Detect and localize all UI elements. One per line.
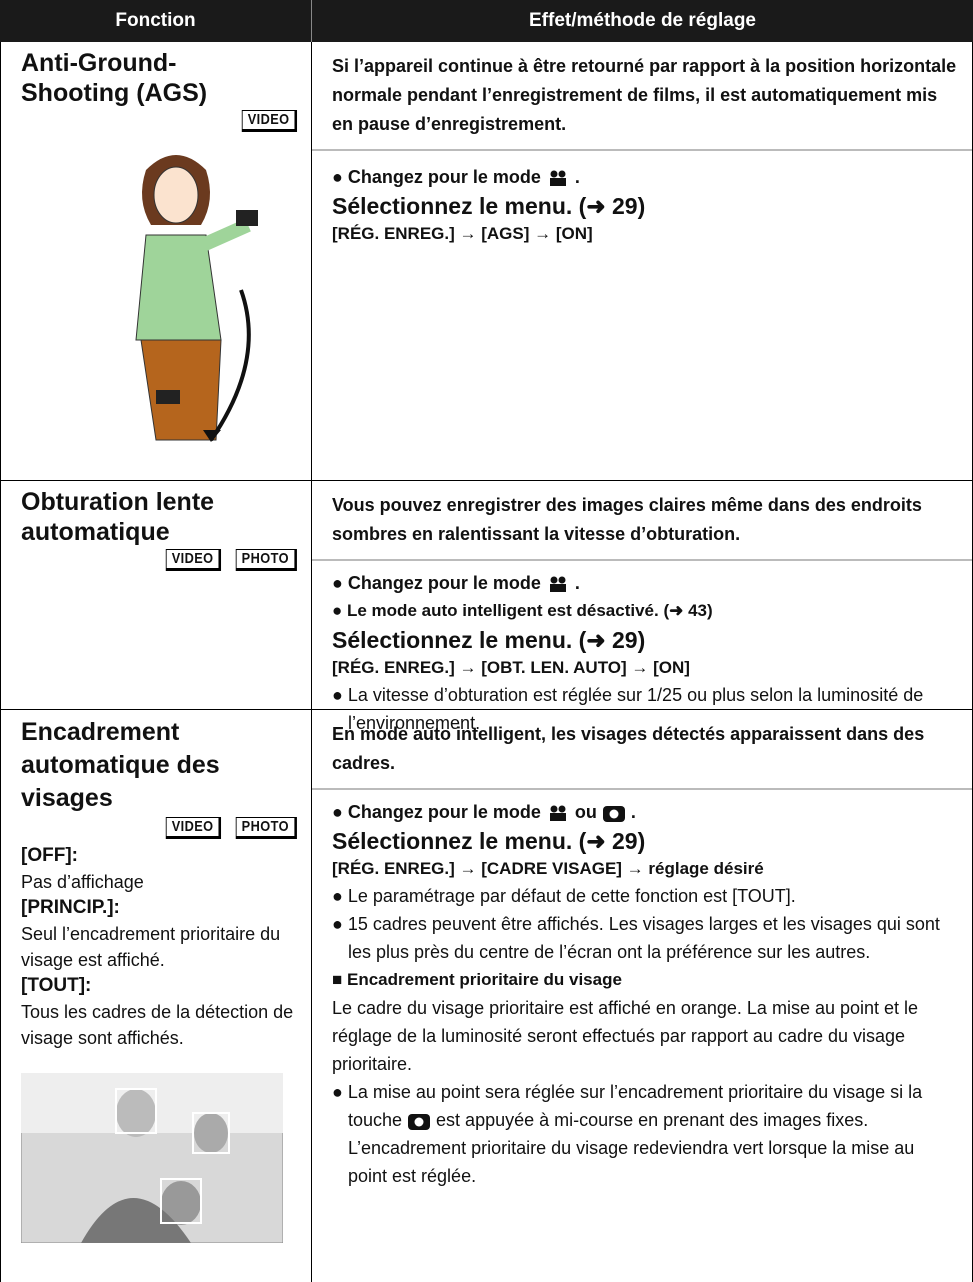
decoration xyxy=(209,289,251,442)
decoration xyxy=(153,166,199,224)
badges: VIDEO xyxy=(21,110,297,132)
decoration xyxy=(200,218,251,252)
note-text: ● La mise au point sera réglée sur l’enc… xyxy=(332,1082,923,1130)
option-key: [TOUT]: xyxy=(21,975,92,996)
option-key: [OFF]: xyxy=(21,845,78,866)
header-cell: Effet/méthode de réglage xyxy=(312,0,973,42)
decoration xyxy=(135,234,222,341)
decoration: ● Changez pour le mode. ● Le mode auto i… xyxy=(312,561,972,737)
decoration xyxy=(609,809,619,819)
mode-text: . xyxy=(574,167,580,187)
effect-cell: En mode auto intelligent, les visages dé… xyxy=(312,710,973,1282)
effect-cell: Vous pouvez enregistrer des images clair… xyxy=(312,481,973,733)
function-title: Anti-Ground-Shooting (AGS) xyxy=(21,49,208,107)
decoration xyxy=(550,805,558,813)
movie-icon xyxy=(549,170,566,187)
function-title: Obturation lente automatique xyxy=(21,488,215,546)
decoration: ● Changez pour le mode ou. xyxy=(332,798,958,826)
header-cell: Fonction xyxy=(0,0,312,42)
decoration xyxy=(549,584,566,593)
decoration xyxy=(203,430,221,442)
menu-heading: Sélectionnez le menu. (➜ 29) xyxy=(332,193,646,219)
decoration xyxy=(558,170,566,178)
note: ● Le paramétrage par défaut de cette fon… xyxy=(332,886,796,906)
subheading: ■ Encadrement prioritaire du visage xyxy=(332,970,622,989)
function-cell: Anti-Ground-Shooting (AGS) VIDEO xyxy=(0,42,312,481)
intro: En mode auto intelligent, les visages dé… xyxy=(312,710,972,790)
photo-icon xyxy=(602,806,625,823)
decoration: ● Changez pour le mode. xyxy=(332,569,958,597)
movie-icon xyxy=(549,805,566,822)
intro: Si l’appareil continue à être retourné p… xyxy=(312,42,972,151)
badges: VIDEO PHOTO xyxy=(21,817,297,839)
decoration xyxy=(550,170,558,178)
decoration xyxy=(192,1112,230,1154)
badge: VIDEO xyxy=(241,110,297,132)
decoration xyxy=(81,1198,191,1243)
badge: VIDEO xyxy=(166,817,222,839)
mode-text: . xyxy=(574,573,580,593)
mode-text: ● Changez pour le mode xyxy=(332,573,541,593)
extra-note: ● Le mode auto intelligent est désactivé… xyxy=(332,601,713,620)
decoration xyxy=(549,813,566,822)
menu-path: [RÉG. ENREG.] → [AGS] → [ON] xyxy=(332,224,593,243)
decoration xyxy=(549,178,566,187)
decoration: ● La mise au point sera réglée sur l’enc… xyxy=(332,1078,958,1190)
decoration xyxy=(161,1181,201,1225)
paragraph: Le cadre du visage prioritaire est affic… xyxy=(332,998,919,1074)
decoration: ● Changez pour le mode. xyxy=(332,163,958,191)
menu-path: [RÉG. ENREG.] → [OBT. LEN. AUTO] → [ON] xyxy=(332,658,690,677)
decoration xyxy=(414,1117,424,1127)
note: ● La vitesse d’obturation est réglée sur… xyxy=(332,685,924,733)
option-desc: Tous les cadres de la détection de visag… xyxy=(21,1002,294,1048)
decoration xyxy=(194,1113,228,1153)
decoration xyxy=(558,576,566,584)
note-text: est appuyée à mi-course en prenant des i… xyxy=(348,1110,915,1186)
movie-icon xyxy=(549,576,566,593)
badge: VIDEO xyxy=(166,549,222,571)
effect-cell: Si l’appareil continue à être retourné p… xyxy=(312,42,973,481)
decoration: ● Changez pour le mode ou. Sélectionnez l… xyxy=(312,790,972,1190)
note: ● 15 cadres peuvent être affichés. Les v… xyxy=(332,914,940,962)
mode-text: ● Changez pour le mode xyxy=(332,167,541,187)
decoration xyxy=(550,576,558,584)
mode-text: . xyxy=(630,802,636,822)
decoration xyxy=(160,1178,202,1224)
badge: PHOTO xyxy=(236,817,297,839)
intro: Vous pouvez enregistrer des images clair… xyxy=(312,481,972,561)
decoration xyxy=(558,805,566,813)
mode-text: ● Changez pour le mode xyxy=(332,802,541,822)
option-desc: Seul l’encadrement prioritaire du visage… xyxy=(21,924,281,970)
decoration xyxy=(140,339,222,441)
option-desc: Pas d’affichage xyxy=(21,872,144,892)
option-key: [PRINCIP.]: xyxy=(21,897,120,918)
illustration xyxy=(135,155,258,442)
badges: VIDEO PHOTO xyxy=(21,549,297,571)
decoration xyxy=(115,1088,157,1134)
menu-heading: Sélectionnez le menu. (➜ 29) xyxy=(332,627,646,653)
decoration xyxy=(156,390,180,404)
face-photo xyxy=(20,1072,284,1244)
menu-path: [RÉG. ENREG.] → [CADRE VISAGE] → réglage… xyxy=(332,859,764,878)
decoration xyxy=(236,210,258,226)
function-title: Encadrement automatique des visages xyxy=(21,718,220,812)
mode-text: ou xyxy=(574,802,597,822)
decoration xyxy=(116,1089,156,1137)
badge: PHOTO xyxy=(236,549,297,571)
decoration: [OFF]: Pas d’affichage [PRINCIP.]: Seul … xyxy=(21,843,297,1051)
function-cell: Encadrement automatique des visages VIDE… xyxy=(0,710,312,1282)
function-cell: Obturation lente automatique VIDEO PHOTO xyxy=(0,481,312,710)
photo-icon xyxy=(408,1114,431,1131)
menu-heading: Sélectionnez le menu. (➜ 29) xyxy=(332,828,646,854)
decoration: ● Changez pour le mode. Sélectionnez le … xyxy=(312,151,972,247)
